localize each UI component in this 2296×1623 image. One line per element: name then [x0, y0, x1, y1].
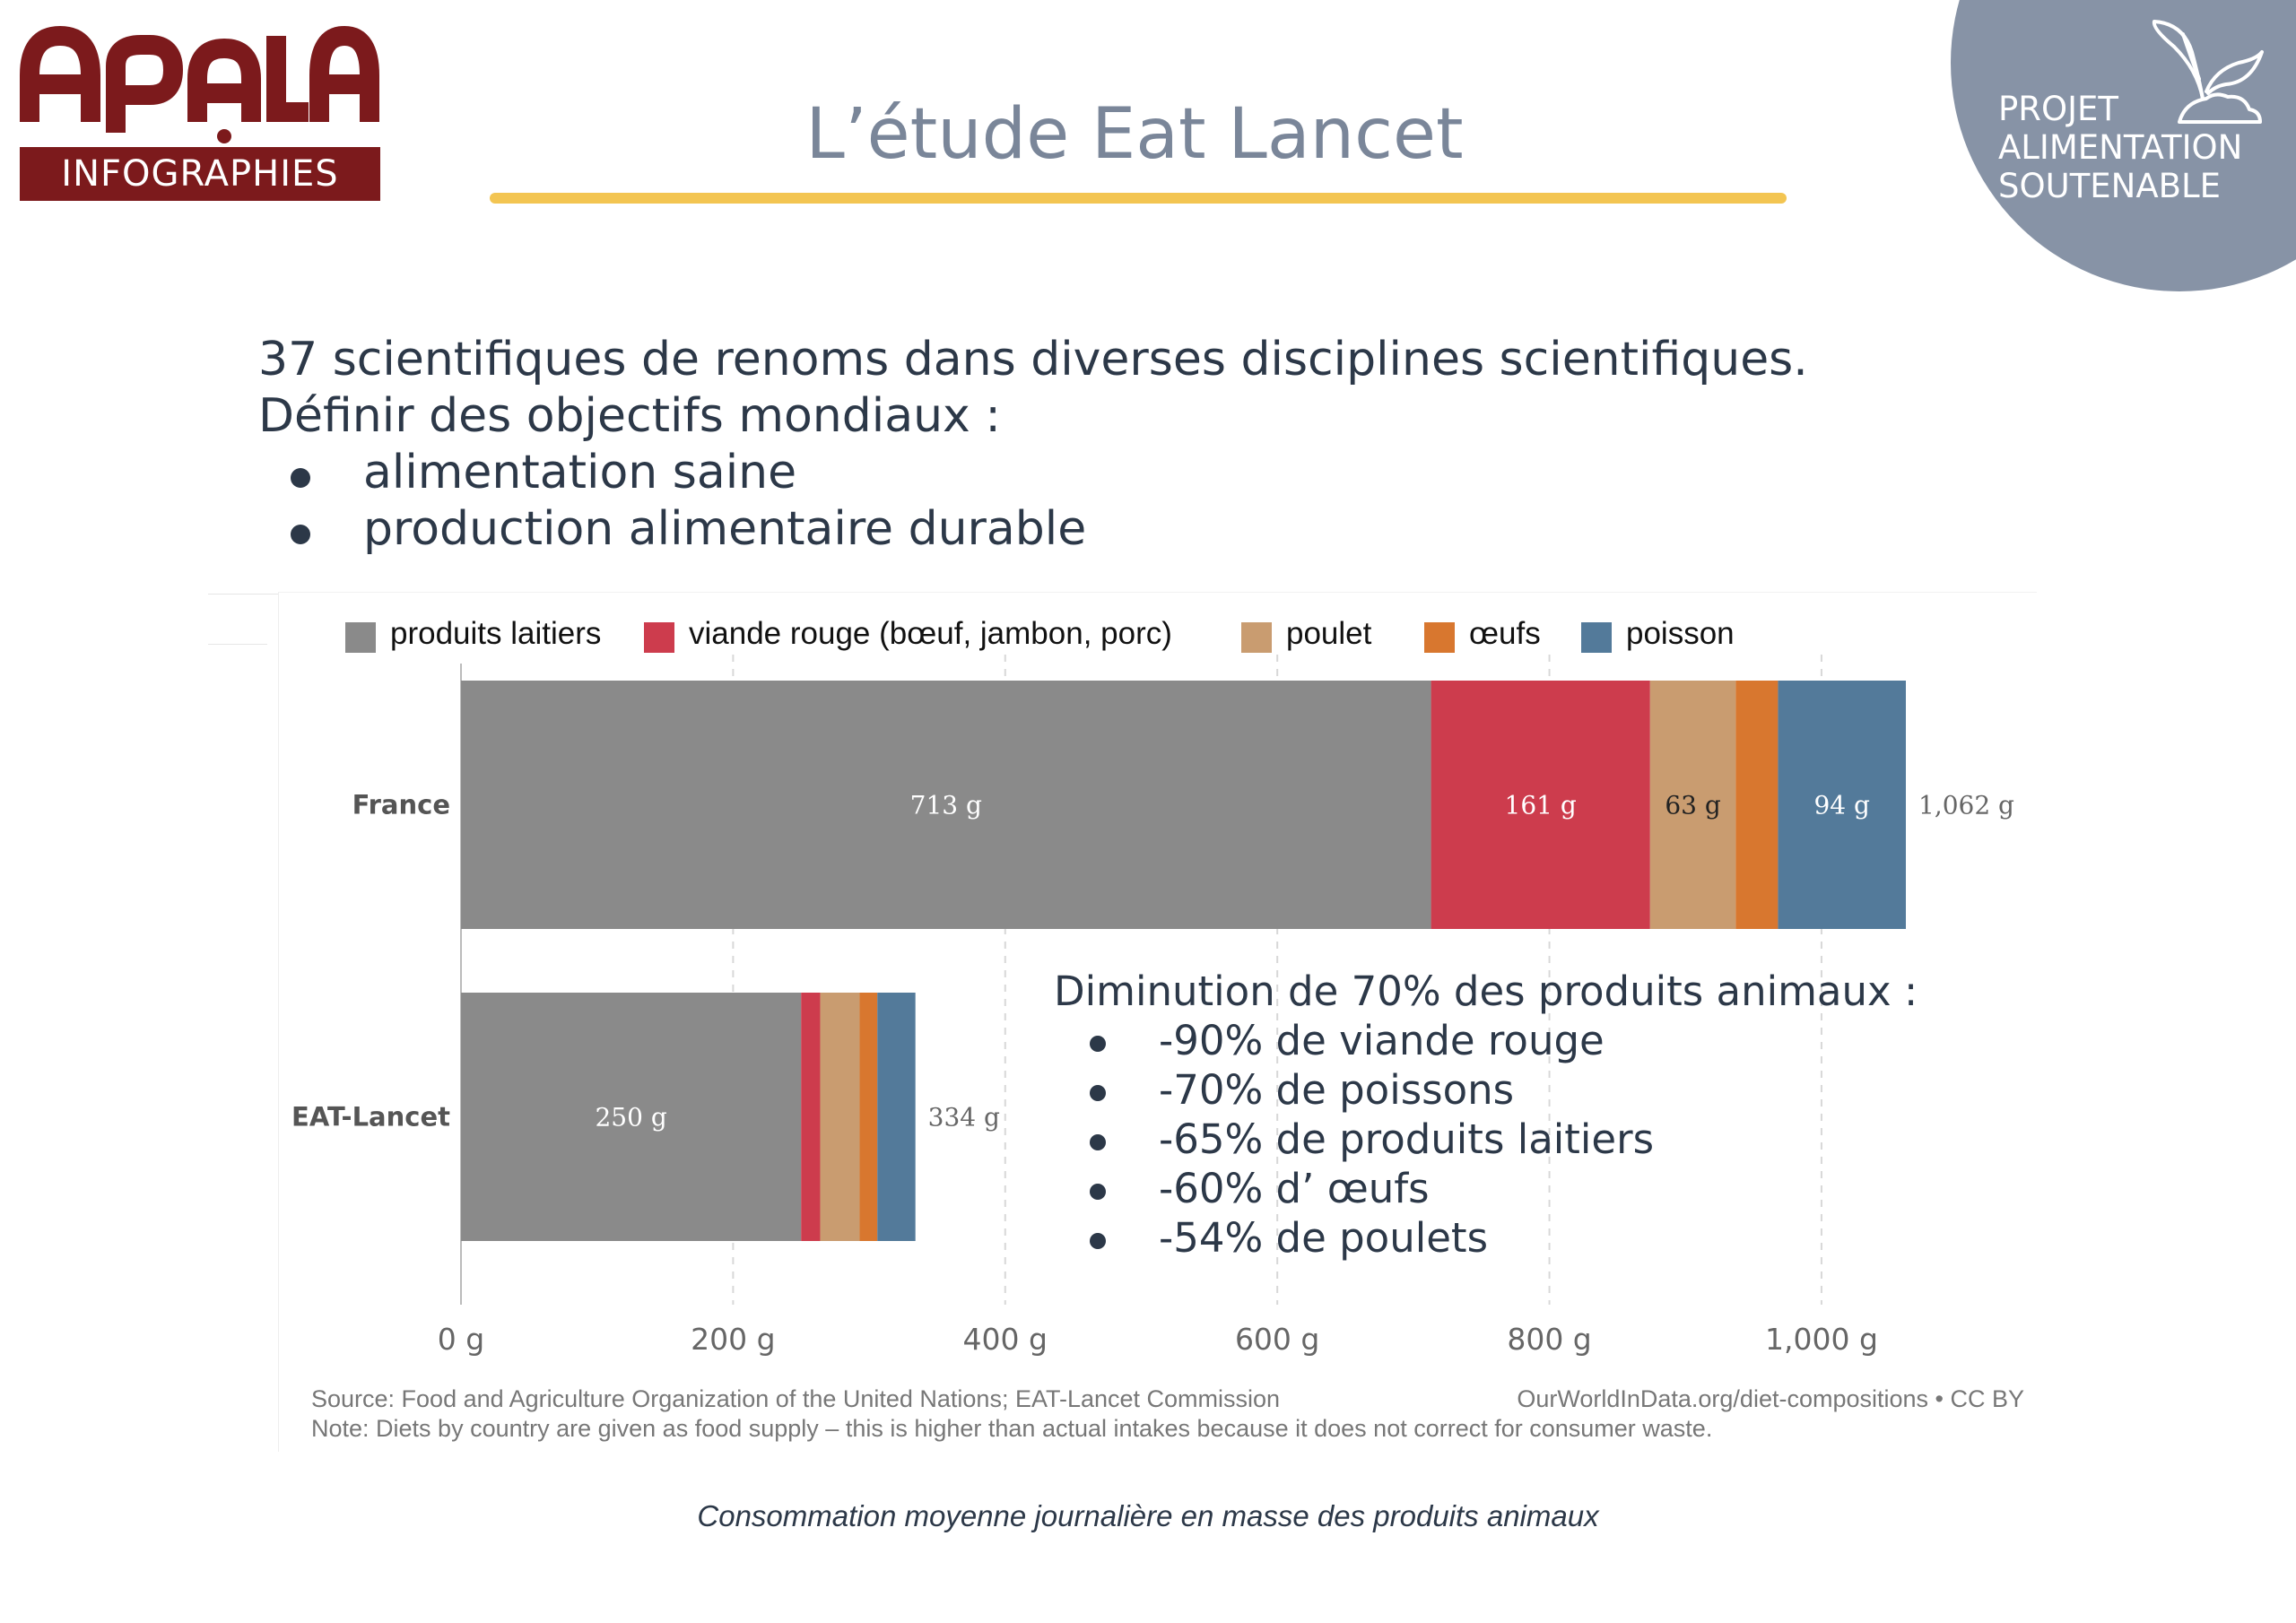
reduction-item: -70% de poissons — [1054, 1065, 1918, 1115]
intro-line: Définir des objectifs mondiaux : — [258, 389, 1001, 443]
legend-swatch — [644, 622, 674, 653]
legend-label: produits laitiers — [390, 616, 602, 651]
bar-segment — [461, 681, 1431, 929]
total-label: 1,062 g — [1918, 791, 2014, 820]
x-tick-label: 0 g — [438, 1322, 484, 1357]
sprout-icon — [2152, 20, 2264, 124]
bar-segment — [877, 993, 916, 1241]
legend-swatch — [345, 622, 376, 653]
intro-text: 37 scientifiques de renoms dans diverses… — [258, 332, 1808, 558]
badge-line: ALIMENTATION — [1998, 128, 2243, 167]
goal-item: production alimentaire durable — [258, 501, 1808, 558]
reduction-note: Diminution de 70% des produits animaux :… — [1054, 967, 1918, 1263]
segment-label: 63 g — [1665, 791, 1721, 820]
goal-item: alimentation saine — [258, 445, 1808, 501]
bar-segment — [1649, 681, 1736, 929]
goals-list: alimentation saine production alimentair… — [258, 445, 1808, 558]
chart-source: Source: Food and Agriculture Organizatio… — [311, 1384, 2024, 1444]
reduction-item: -60% d’ œufs — [1054, 1164, 1918, 1213]
source-row: Source: Food and Agriculture Organizatio… — [311, 1384, 2024, 1414]
note-heading: Diminution de 70% des produits animaux : — [1054, 968, 1918, 1015]
intro-line: 37 scientifiques de renoms dans diverses… — [258, 333, 1808, 386]
bar-segment — [1431, 681, 1650, 929]
legend-label: œufs — [1469, 616, 1541, 651]
chart-caption: Consommation moyenne journalière en mass… — [697, 1499, 1599, 1532]
category-label: France — [352, 790, 450, 820]
reduction-item: -90% de viande rouge — [1054, 1016, 1918, 1065]
chart-frame — [278, 592, 2037, 1452]
reduction-item: -54% de poulets — [1054, 1213, 1918, 1263]
legend-swatch — [1424, 622, 1455, 653]
apala-wordmark — [20, 25, 379, 143]
apala-logo: INFOGRAPHIES — [20, 22, 380, 201]
legend-swatch — [1581, 622, 1612, 653]
divider — [208, 594, 278, 595]
logo-subtitle: INFOGRAPHIES — [20, 147, 380, 201]
source-link[interactable]: OurWorldInData.org/diet-compositions • C… — [1517, 1385, 2024, 1412]
bar-segment — [1735, 681, 1779, 929]
x-tick-label: 400 g — [963, 1322, 1048, 1357]
source-note: Note: Diets by country are given as food… — [311, 1415, 1713, 1442]
bar-segment — [859, 993, 878, 1241]
legend-label: poisson — [1626, 616, 1735, 651]
divider — [208, 644, 267, 645]
x-tick-label: 600 g — [1235, 1322, 1319, 1357]
title-underline — [490, 193, 1787, 204]
x-tick-label: 800 g — [1507, 1322, 1591, 1357]
badge-text: PROJET ALIMENTATION SOUTENABLE — [1998, 90, 2242, 205]
legend-label: viande rouge (bœuf, jambon, porc) — [689, 616, 1172, 651]
legend-label: poulet — [1286, 616, 1372, 651]
badge-line: PROJET — [1998, 90, 2119, 128]
total-label: 334 g — [928, 1103, 1000, 1133]
segment-label: 94 g — [1813, 791, 1870, 820]
reduction-item: -65% de produits laitiers — [1054, 1115, 1918, 1164]
source-text: Source: Food and Agriculture Organizatio… — [311, 1385, 1281, 1412]
bar-segment — [461, 993, 802, 1241]
bar-segment — [820, 993, 860, 1241]
bar-segment — [801, 993, 821, 1241]
x-tick-label: 200 g — [691, 1322, 775, 1357]
segment-label: 250 g — [595, 1103, 666, 1133]
bar-segment — [1778, 681, 1906, 929]
legend-swatch — [1241, 622, 1272, 653]
x-tick-label: 1,000 g — [1765, 1322, 1878, 1357]
segment-label: 713 g — [910, 791, 982, 820]
category-label: EAT-Lancet — [291, 1102, 450, 1133]
segment-label: 161 g — [1505, 791, 1577, 820]
reduction-list: -90% de viande rouge -70% de poissons -6… — [1054, 1016, 1918, 1263]
badge-line: SOUTENABLE — [1998, 167, 2222, 205]
page-title: L’étude Eat Lancet — [805, 94, 1464, 175]
